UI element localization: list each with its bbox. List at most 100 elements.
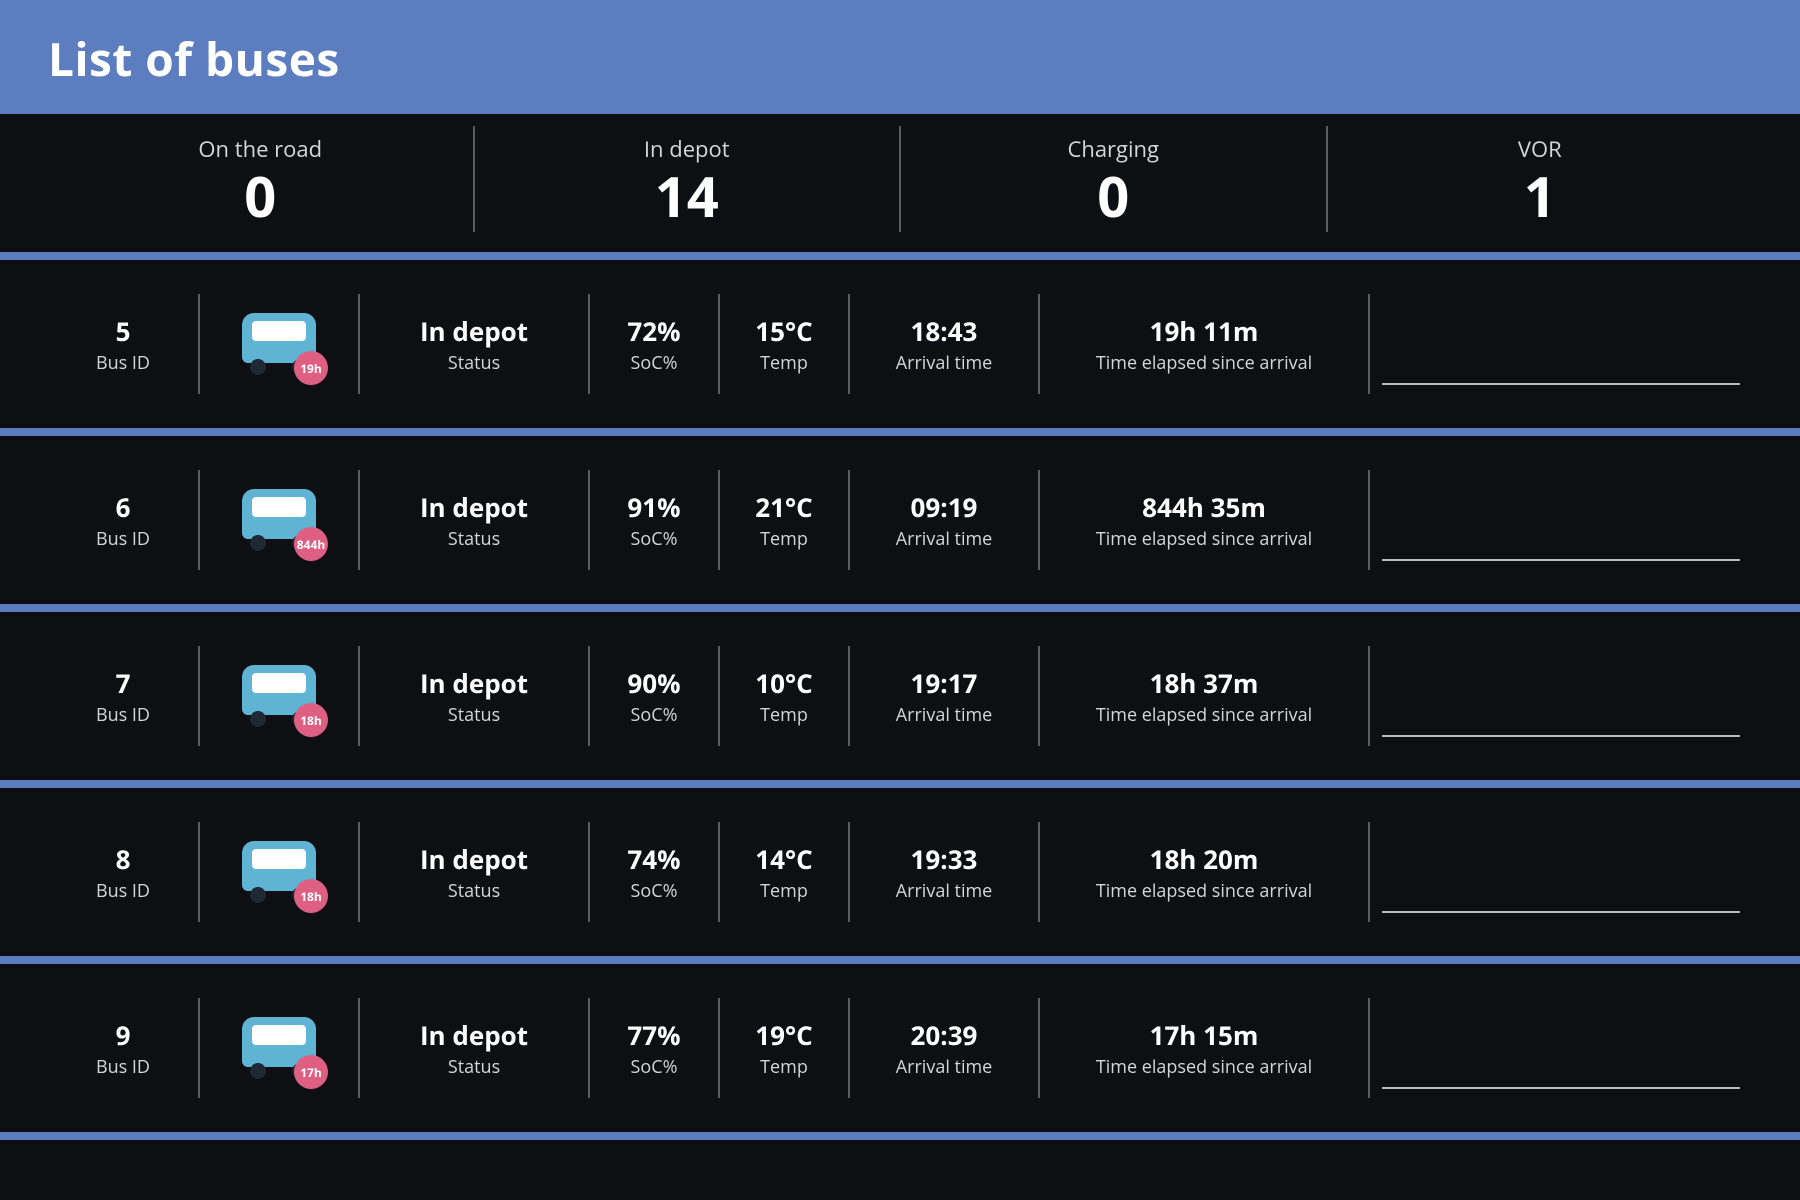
bus-wheel-shape [250,535,266,551]
soc-label: SoC% [631,1055,678,1079]
cell-soc: 90% SoC% [588,646,718,746]
bus-row: 8 Bus ID 18h In depot Status 74% SoC% [0,788,1800,964]
elapsed-label: Time elapsed since arrival [1096,703,1312,727]
cell-bus-icon: 17h [198,998,358,1098]
cell-temp: 21°C Temp [718,470,848,570]
sparkline [1382,1087,1740,1089]
cell-soc: 77% SoC% [588,998,718,1098]
cell-bus-id: 7 Bus ID [48,646,198,746]
page-title: List of buses [48,28,340,90]
bus-icon: 17h [236,1013,322,1083]
cell-soc: 74% SoC% [588,822,718,922]
arrival-value: 09:19 [911,489,978,525]
status-value: In depot [420,665,528,701]
bus-id-value: 8 [116,841,131,877]
cell-arrival: 09:19 Arrival time [848,470,1038,570]
summary-value: 0 [1097,168,1129,224]
cell-status: In depot Status [358,470,588,570]
cell-arrival: 18:43 Arrival time [848,294,1038,394]
bus-row: 9 Bus ID 17h In depot Status 77% SoC% [0,964,1800,1140]
soc-value: 72% [627,313,680,349]
status-value: In depot [420,841,528,877]
bus-id-label: Bus ID [96,351,150,375]
temp-label: Temp [760,351,808,375]
soc-label: SoC% [631,351,678,375]
cell-elapsed: 18h 37m Time elapsed since arrival [1038,646,1368,746]
cell-elapsed: 18h 20m Time elapsed since arrival [1038,822,1368,922]
cell-bus-icon: 19h [198,294,358,394]
arrival-label: Arrival time [896,527,993,551]
bus-window-shape [252,497,306,517]
cell-sparkline [1368,470,1752,570]
cell-status: In depot Status [358,294,588,394]
bus-row: 6 Bus ID 844h In depot Status 91% SoC% [0,436,1800,612]
status-value: In depot [420,1017,528,1053]
summary-value: 1 [1524,168,1556,224]
cell-temp: 14°C Temp [718,822,848,922]
bus-id-label: Bus ID [96,703,150,727]
temp-value: 14°C [755,841,812,877]
elapsed-label: Time elapsed since arrival [1096,351,1312,375]
bus-icon: 18h [236,661,322,731]
arrival-value: 19:33 [911,841,978,877]
arrival-value: 18:43 [911,313,978,349]
cell-temp: 19°C Temp [718,998,848,1098]
status-label: Status [448,351,500,375]
bus-wheel-shape [250,1063,266,1079]
elapsed-value: 19h 11m [1150,313,1259,349]
temp-label: Temp [760,703,808,727]
cell-soc: 72% SoC% [588,294,718,394]
cell-elapsed: 17h 15m Time elapsed since arrival [1038,998,1368,1098]
cell-arrival: 19:17 Arrival time [848,646,1038,746]
bus-id-value: 6 [116,489,131,525]
bus-badge: 19h [294,351,328,385]
temp-label: Temp [760,879,808,903]
soc-value: 91% [627,489,680,525]
soc-label: SoC% [631,527,678,551]
cell-status: In depot Status [358,822,588,922]
cell-bus-id: 9 Bus ID [48,998,198,1098]
dashboard-screen: List of buses On the road 0 In depot 14 … [0,0,1800,1200]
summary-charging: Charging 0 [899,126,1326,232]
soc-value: 77% [627,1017,680,1053]
elapsed-label: Time elapsed since arrival [1096,527,1312,551]
bus-row: 7 Bus ID 18h In depot Status 90% SoC% [0,612,1800,788]
arrival-label: Arrival time [896,351,993,375]
bus-id-value: 9 [116,1017,131,1053]
bus-row: 5 Bus ID 19h In depot Status 72% SoC% [0,260,1800,436]
bus-window-shape [252,1025,306,1045]
temp-value: 10°C [755,665,812,701]
summary-vor: VOR 1 [1326,126,1753,232]
cell-elapsed: 19h 11m Time elapsed since arrival [1038,294,1368,394]
page-header: List of buses [0,0,1800,114]
bus-badge: 844h [294,527,328,561]
cell-elapsed: 844h 35m Time elapsed since arrival [1038,470,1368,570]
summary-value: 14 [655,168,719,224]
summary-value: 0 [244,168,276,224]
elapsed-value: 17h 15m [1150,1017,1259,1053]
temp-label: Temp [760,527,808,551]
soc-value: 74% [627,841,680,877]
arrival-label: Arrival time [896,879,993,903]
summary-bar: On the road 0 In depot 14 Charging 0 VOR… [0,114,1800,260]
bus-id-value: 7 [116,665,131,701]
temp-value: 19°C [755,1017,812,1053]
bus-id-label: Bus ID [96,1055,150,1079]
cell-bus-icon: 844h [198,470,358,570]
cell-status: In depot Status [358,998,588,1098]
soc-value: 90% [627,665,680,701]
sparkline [1382,559,1740,561]
bus-icon: 19h [236,309,322,379]
cell-temp: 15°C Temp [718,294,848,394]
soc-label: SoC% [631,703,678,727]
cell-bus-icon: 18h [198,646,358,746]
bus-badge: 17h [294,1055,328,1089]
status-value: In depot [420,489,528,525]
elapsed-label: Time elapsed since arrival [1096,1055,1312,1079]
sparkline [1382,735,1740,737]
status-label: Status [448,703,500,727]
arrival-label: Arrival time [896,1055,993,1079]
bus-window-shape [252,321,306,341]
bus-badge: 18h [294,879,328,913]
bus-wheel-shape [250,711,266,727]
